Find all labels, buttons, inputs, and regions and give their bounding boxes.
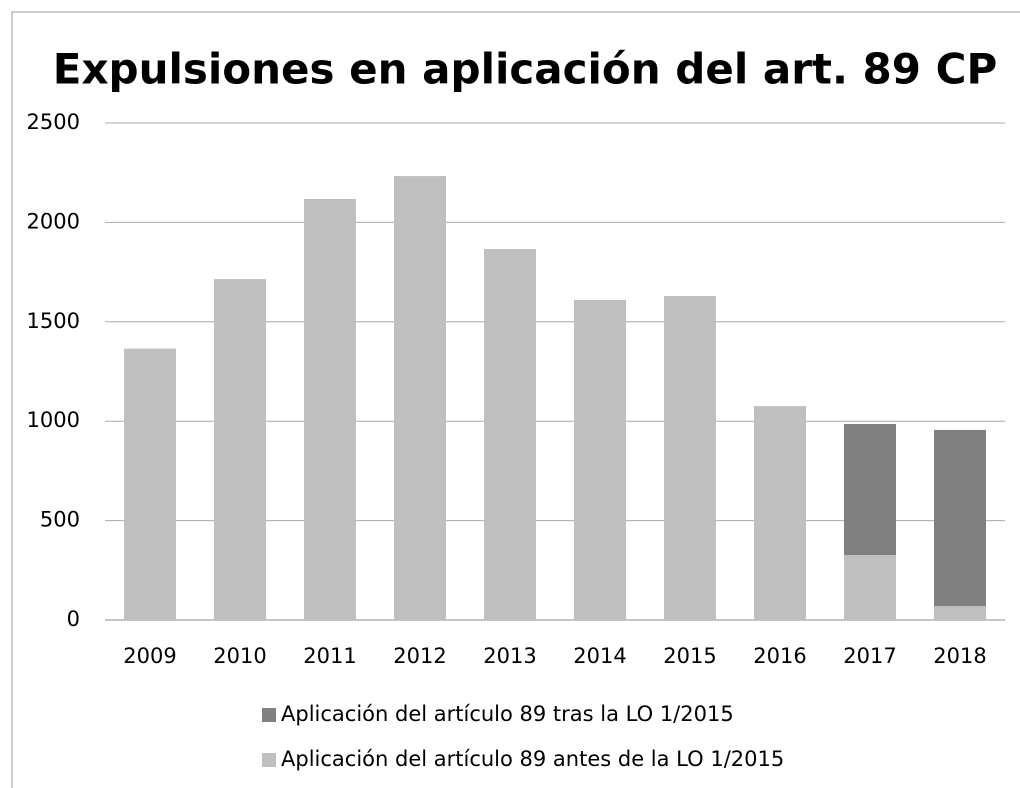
- bar: [754, 406, 806, 620]
- x-tick-label: 2016: [753, 644, 806, 668]
- y-tick-label: 2500: [27, 110, 80, 134]
- x-tick-label: 2012: [393, 644, 446, 668]
- bar: [934, 606, 986, 620]
- y-tick-label: 1000: [27, 408, 80, 432]
- x-tick-label: 2010: [213, 644, 266, 668]
- y-tick-label: 0: [67, 607, 80, 631]
- x-tick-label: 2011: [303, 644, 356, 668]
- y-tick-label: 2000: [27, 209, 80, 233]
- x-tick-label: 2009: [123, 644, 176, 668]
- bar: [214, 279, 266, 620]
- bar: [394, 176, 446, 621]
- bar: [484, 249, 536, 621]
- y-tick-label: 1500: [27, 309, 80, 333]
- x-tick-label: 2015: [663, 644, 716, 668]
- chart-border: [11, 11, 1020, 788]
- bar: [304, 198, 356, 621]
- bar: [844, 554, 896, 620]
- bar: [934, 429, 986, 607]
- x-tick-label: 2017: [843, 644, 896, 668]
- x-tick-label: 2013: [483, 644, 536, 668]
- bar: [574, 299, 626, 620]
- x-tick-label: 2018: [933, 644, 986, 668]
- legend-swatch: [262, 708, 276, 722]
- x-tick-label: 2014: [573, 644, 626, 668]
- legend-label: Aplicación del artículo 89 antes de la L…: [281, 747, 784, 771]
- chart-title: Expulsiones en aplicación del art. 89 CP: [53, 45, 997, 94]
- y-tick-label: 500: [40, 508, 80, 532]
- bar: [124, 348, 176, 620]
- bar: [844, 423, 896, 555]
- bar: [664, 295, 716, 620]
- legend-label: Aplicación del artículo 89 tras la LO 1/…: [281, 702, 734, 726]
- legend-swatch: [262, 753, 276, 767]
